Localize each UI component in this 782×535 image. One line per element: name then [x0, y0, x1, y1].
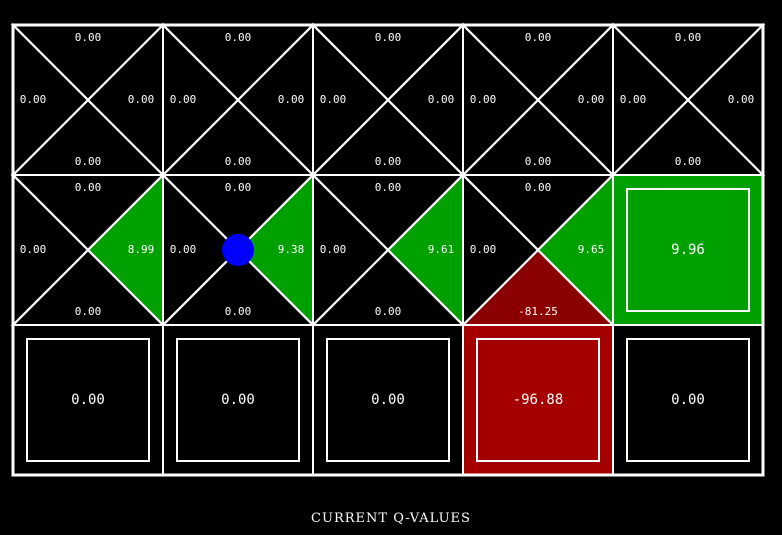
terminal-inner-box	[326, 338, 450, 462]
grid-canvas: 0.00 0.00 0.00 0.00 0.00 0.00 0.00 0.00 0.00 0.00…	[10, 22, 766, 477]
q-value-west: 0.00	[620, 93, 647, 106]
terminal-value: 0.00	[71, 392, 105, 408]
cell-diagonal	[162, 24, 314, 176]
q-value-west: 0.00	[20, 93, 47, 106]
q-value-south: 0.00	[375, 155, 402, 168]
cell-diagonal	[612, 24, 764, 176]
q-value-north: 0.00	[225, 181, 252, 194]
terminal-value: 0.00	[371, 392, 405, 408]
terminal-value: 0.00	[221, 392, 255, 408]
q-value-west: 0.00	[170, 243, 197, 256]
q-value-east: 8.99	[128, 243, 155, 256]
q-value-east: 9.65	[578, 243, 605, 256]
q-value-east: 9.61	[428, 243, 455, 256]
q-value-south: 0.00	[75, 305, 102, 318]
terminal-cell	[162, 324, 314, 476]
cell-diagonal	[312, 24, 464, 176]
q-value-north: 0.00	[525, 31, 552, 44]
q-value-east: 9.38	[278, 243, 305, 256]
q-value-west: 0.00	[20, 243, 47, 256]
terminal-cell	[12, 324, 164, 476]
cell-diagonal	[462, 174, 614, 326]
terminal-inner-box	[626, 338, 750, 462]
q-value-north: 0.00	[375, 31, 402, 44]
cell-diagonal	[12, 24, 164, 176]
q-value-grid: 0.00 0.00 0.00 0.00 0.00 0.00 0.00 0.00 0.00 0.00…	[10, 22, 766, 477]
grid-border	[11, 23, 765, 477]
agent-marker	[222, 234, 254, 266]
q-value-west: 0.00	[320, 243, 347, 256]
q-value-north: 0.00	[525, 181, 552, 194]
q-value-east: 0.00	[278, 93, 305, 106]
q-value-south: 0.00	[675, 155, 702, 168]
q-value-south: 0.00	[225, 305, 252, 318]
terminal-value: 0.00	[671, 392, 705, 408]
q-value-east: 0.00	[578, 93, 605, 106]
terminal-inner-box	[26, 338, 150, 462]
q-value-east: 0.00	[428, 93, 455, 106]
q-value-north: 0.00	[225, 31, 252, 44]
terminal-value: 9.96	[671, 242, 705, 258]
terminal-cell	[312, 324, 464, 476]
q-value-east: 0.00	[128, 93, 155, 106]
q-value-south: 0.00	[375, 305, 402, 318]
q-value-north: 0.00	[675, 31, 702, 44]
cell-diagonal	[462, 24, 614, 176]
q-value-north: 0.00	[75, 31, 102, 44]
terminal-inner-box	[476, 338, 600, 462]
terminal-cell	[462, 324, 614, 476]
q-value-east: 0.00	[728, 93, 755, 106]
q-value-north: 0.00	[75, 181, 102, 194]
q-value-west: 0.00	[320, 93, 347, 106]
grid-caption: CURRENT Q-VALUES	[311, 511, 471, 526]
cell-diagonal	[12, 174, 164, 326]
q-value-south: -81.25	[518, 305, 558, 318]
terminal-inner-box	[626, 188, 750, 312]
terminal-inner-box	[176, 338, 300, 462]
q-value-west: 0.00	[470, 93, 497, 106]
q-value-west: 0.00	[170, 93, 197, 106]
q-value-south: 0.00	[75, 155, 102, 168]
cell-diagonal	[312, 174, 464, 326]
q-value-north: 0.00	[375, 181, 402, 194]
terminal-value: -96.88	[513, 392, 564, 408]
q-value-south: 0.00	[525, 155, 552, 168]
q-value-west: 0.00	[470, 243, 497, 256]
q-value-south: 0.00	[225, 155, 252, 168]
